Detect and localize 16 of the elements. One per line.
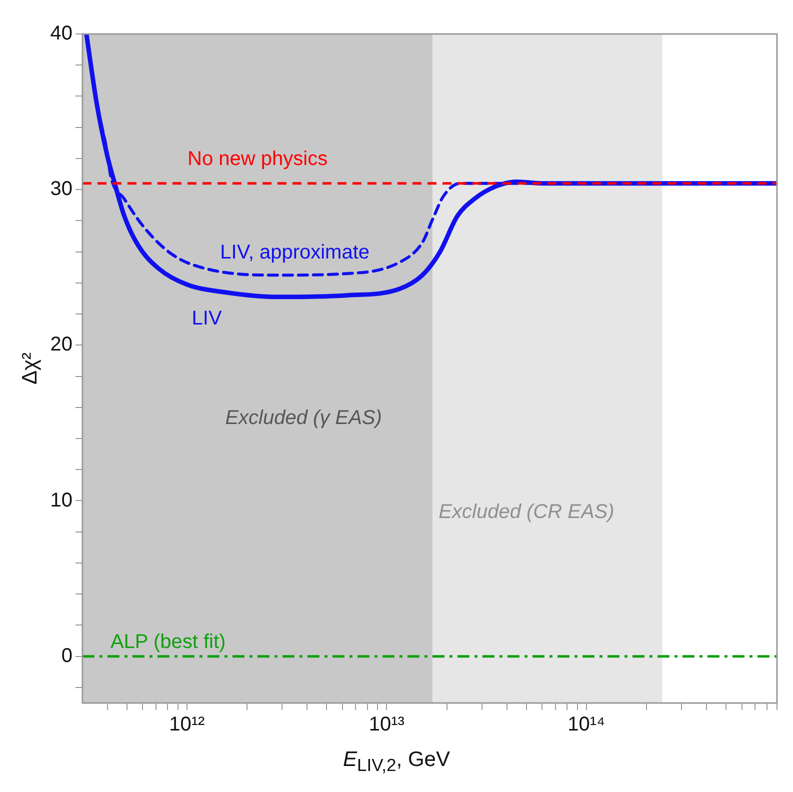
series-label: LIV, approximate [220,242,370,264]
ref-line-label: No new physics [188,148,328,170]
y-axis-title: Δχ² [18,352,42,385]
x-axis-title: E$_{LIV,2}$, GeV [342,748,451,776]
y-tick-label: 10 [50,489,72,512]
y-tick-label: 30 [50,178,72,200]
series-label: LIV [192,307,222,330]
y-tick-label: 0 [61,644,72,667]
x-tick-label: 10¹³ [368,714,405,736]
ref-line-label: ALP (best fit) [110,630,226,653]
band-label: Excluded (γ EAS) [225,407,382,430]
x-tick-label: 10¹⁴ [568,714,606,736]
y-tick-label: 20 [50,334,72,356]
x-tick-label: 10¹² [169,714,206,736]
y-tick-label: 40 [50,22,72,45]
band-label: Excluded (CR EAS) [438,500,614,523]
